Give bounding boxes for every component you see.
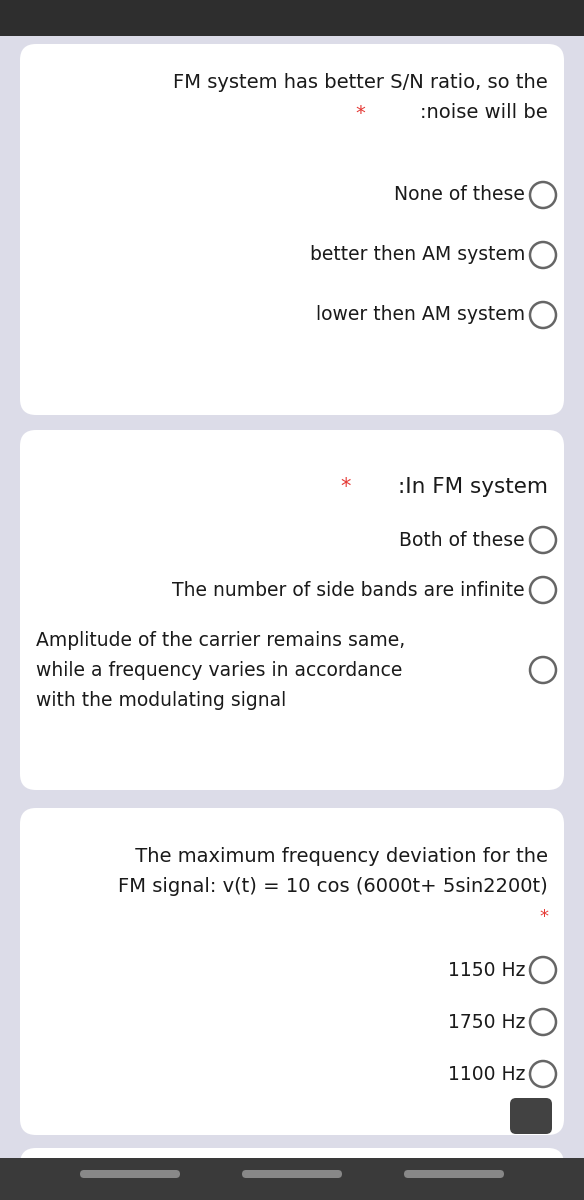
FancyBboxPatch shape: [242, 1170, 342, 1178]
Text: *: *: [340, 476, 350, 497]
Text: while a frequency varies in accordance: while a frequency varies in accordance: [36, 660, 402, 679]
Text: *: *: [539, 908, 548, 926]
Text: 1100 Hz: 1100 Hz: [447, 1064, 525, 1084]
Text: lower then AM system: lower then AM system: [316, 306, 525, 324]
Text: 9:02  ◀ ⊟ f •: 9:02 ◀ ⊟ f •: [492, 12, 572, 24]
Text: *: *: [355, 103, 365, 122]
Text: with the modulating signal: with the modulating signal: [36, 690, 286, 709]
Text: !: !: [526, 1106, 536, 1126]
FancyBboxPatch shape: [510, 1098, 552, 1134]
Text: :noise will be: :noise will be: [420, 103, 548, 122]
FancyBboxPatch shape: [80, 1170, 180, 1178]
FancyBboxPatch shape: [20, 430, 564, 790]
Text: None of these: None of these: [394, 186, 525, 204]
FancyBboxPatch shape: [20, 808, 564, 1135]
Text: 1150 Hz: 1150 Hz: [447, 960, 525, 979]
Text: FM signal: v(t) = 10 cos (6000t+ 5sin2200t): FM signal: v(t) = 10 cos (6000t+ 5sin220…: [118, 877, 548, 896]
Text: :In FM system: :In FM system: [398, 476, 548, 497]
FancyBboxPatch shape: [0, 0, 584, 36]
Text: Amplitude of the carrier remains same,: Amplitude of the carrier remains same,: [36, 630, 405, 649]
FancyBboxPatch shape: [20, 44, 564, 415]
Text: The maximum frequency deviation for the: The maximum frequency deviation for the: [129, 847, 548, 866]
Text: The number of side bands are infinite: The number of side bands are infinite: [172, 581, 525, 600]
Text: Both of these: Both of these: [399, 530, 525, 550]
Text: ▪ %٦٢  ıll. ıll. ☁: ▪ %٦٢ ıll. ıll. ☁: [18, 12, 113, 24]
FancyBboxPatch shape: [0, 1158, 584, 1200]
FancyBboxPatch shape: [404, 1170, 504, 1178]
Text: 1750 Hz: 1750 Hz: [447, 1013, 525, 1032]
FancyBboxPatch shape: [20, 1148, 564, 1186]
Text: better then AM system: better then AM system: [310, 246, 525, 264]
Text: FM system has better S/N ratio, so the: FM system has better S/N ratio, so the: [173, 72, 548, 91]
